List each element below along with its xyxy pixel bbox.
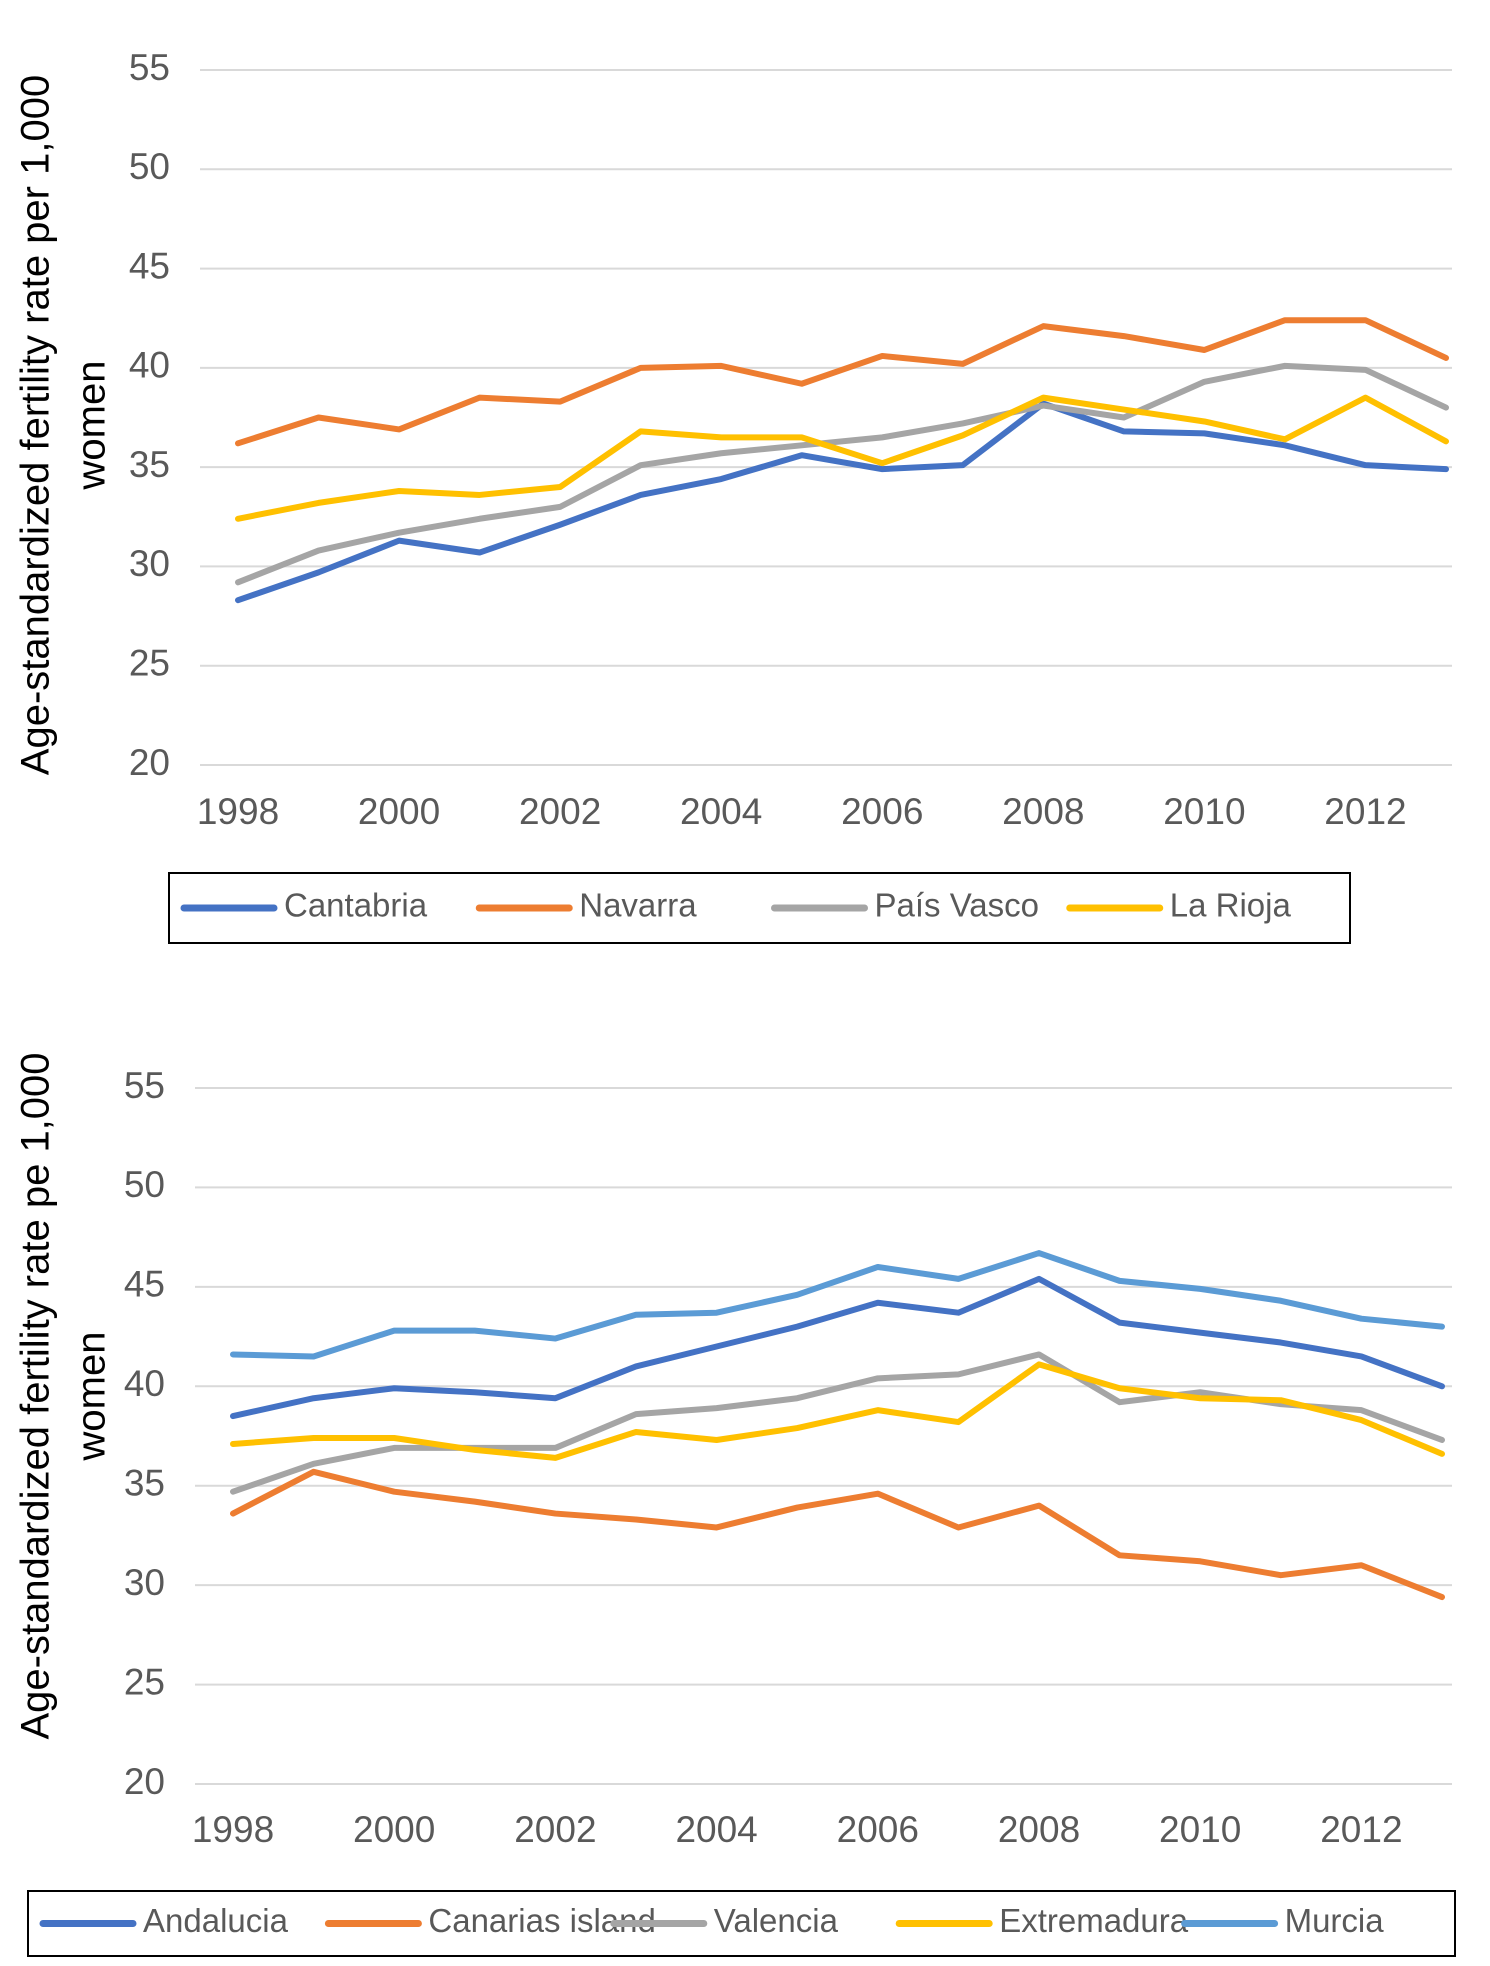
- x-tick-label: 2004: [675, 1809, 757, 1850]
- legend-label: La Rioja: [1170, 887, 1292, 924]
- y-tick-label: 25: [124, 1661, 165, 1702]
- y-tick-label: 55: [124, 1065, 165, 1106]
- legend: Cantabria Navarra País Vasco La Rioja: [168, 872, 1351, 944]
- y-tick-label: 25: [129, 642, 170, 683]
- x-tick-label: 2006: [841, 791, 923, 832]
- series-line: [230, 1468, 1445, 1601]
- legend: Andalucia Canarias island Valencia Extremad…: [27, 1890, 1456, 1957]
- y-tick-label: 40: [124, 1363, 165, 1404]
- y-axis-label: women: [70, 361, 114, 491]
- y-tick-label: 20: [124, 1761, 165, 1802]
- x-tick-label: 2000: [358, 791, 440, 832]
- legend-label: Valencia: [714, 1902, 839, 1939]
- x-tick-label: 2006: [837, 1809, 919, 1850]
- y-tick-label: 40: [129, 345, 170, 386]
- x-tick-label: 2012: [1320, 1809, 1402, 1850]
- y-tick-label: 30: [129, 543, 170, 584]
- legend-label: Navarra: [579, 887, 697, 924]
- series-line: [230, 1351, 1445, 1495]
- series-line: [230, 1361, 1445, 1461]
- series-line: [235, 394, 1449, 522]
- y-axis-label: Age-standardized fertility rate per 1,00…: [14, 75, 58, 775]
- series-line: [235, 400, 1449, 604]
- y-tick-label: 45: [129, 245, 170, 286]
- y-axis-label: women: [70, 1332, 114, 1462]
- series-line: [230, 1250, 1445, 1360]
- y-tick-label: 50: [124, 1164, 165, 1205]
- series-line: [230, 1275, 1445, 1420]
- series-line: [235, 317, 1449, 447]
- x-tick-label: 2004: [680, 791, 762, 832]
- legend-label: País Vasco: [875, 887, 1039, 924]
- x-tick-label: 2010: [1163, 791, 1245, 832]
- y-tick-label: 55: [129, 47, 170, 88]
- x-tick-label: 1998: [192, 1809, 274, 1850]
- y-tick-label: 20: [129, 742, 170, 783]
- x-tick-label: 2010: [1159, 1809, 1241, 1850]
- y-tick-label: 35: [124, 1462, 165, 1503]
- y-tick-label: 45: [124, 1264, 165, 1305]
- legend-label: Murcia: [1285, 1902, 1385, 1939]
- legend-label: Andalucia: [143, 1902, 289, 1939]
- x-tick-label: 2008: [1002, 791, 1084, 832]
- legend-label: Extremadura: [999, 1902, 1189, 1939]
- series-line: [235, 362, 1449, 586]
- x-tick-label: 2000: [353, 1809, 435, 1850]
- legend-label: Cantabria: [284, 887, 428, 924]
- x-tick-label: 2002: [519, 791, 601, 832]
- y-axis-label: Age-standardized fertility rate pe 1,000: [14, 1052, 58, 1739]
- x-tick-label: 2012: [1324, 791, 1406, 832]
- y-tick-label: 30: [124, 1562, 165, 1603]
- x-tick-label: 2002: [514, 1809, 596, 1850]
- x-tick-label: 1998: [197, 791, 279, 832]
- x-tick-label: 2008: [998, 1809, 1080, 1850]
- y-tick-label: 50: [129, 146, 170, 187]
- y-tick-label: 35: [129, 444, 170, 485]
